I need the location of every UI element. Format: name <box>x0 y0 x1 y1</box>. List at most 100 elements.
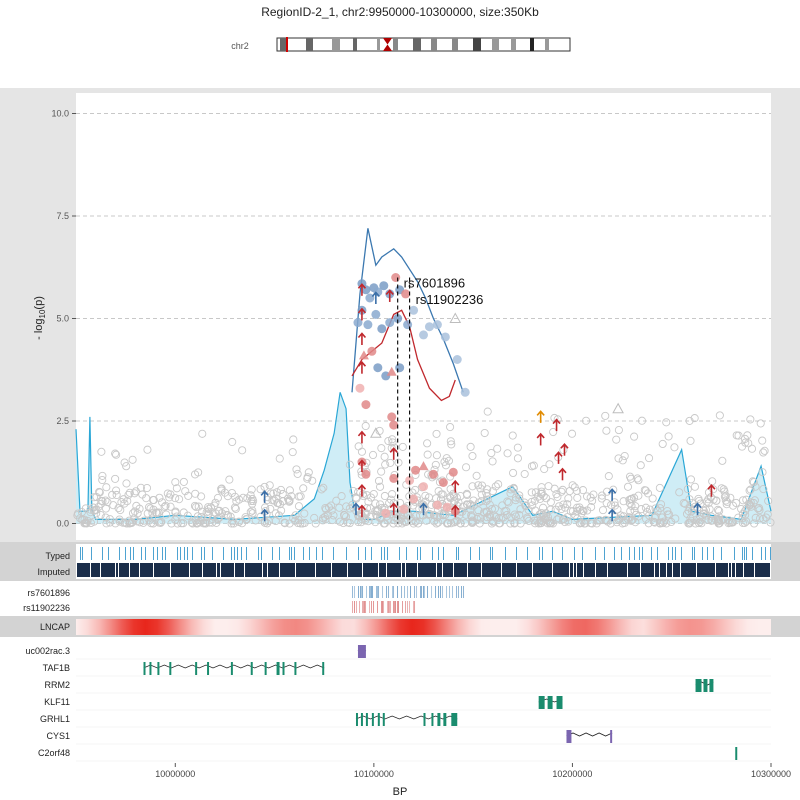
snp-point-background <box>495 519 504 528</box>
snp-point-background <box>192 502 201 512</box>
snp-arrow-head <box>558 467 567 474</box>
snp-point-background <box>376 482 385 491</box>
imputed-gap <box>715 563 716 577</box>
snp-point-background <box>610 498 619 507</box>
imputed-gap <box>436 563 437 577</box>
snp-point-background <box>86 518 95 528</box>
snp-point-background <box>116 505 125 515</box>
snp-ld-bar <box>435 586 437 598</box>
snp-point-background <box>564 517 573 526</box>
ideogram-band <box>306 38 313 51</box>
snp-point-background <box>537 519 546 528</box>
snp-ld-bar <box>420 586 422 598</box>
snp-arrow <box>608 508 617 522</box>
snp-point-background <box>494 480 503 489</box>
imputed-gap <box>139 563 140 577</box>
snp-point-background <box>327 501 336 510</box>
snp-point-background <box>248 506 257 515</box>
snp-arrow <box>552 418 561 432</box>
snp-point-ld <box>371 309 381 319</box>
y-axis-label-main: - log <box>33 318 45 339</box>
snp-point-background <box>683 485 692 494</box>
snp-point-ld <box>355 383 365 393</box>
snp-point-background <box>303 473 312 482</box>
snp-point-background <box>503 449 512 458</box>
snp-point-background <box>205 518 214 527</box>
snp-point-background <box>442 454 451 463</box>
snp-point-background <box>732 498 741 508</box>
gene-exon <box>423 713 426 726</box>
snp-point-background <box>354 442 363 451</box>
gene-exon <box>149 662 152 675</box>
snp-point-background <box>610 501 620 510</box>
snp-point-background <box>572 486 581 495</box>
snp-point-background <box>148 509 157 518</box>
snp-point-background <box>458 502 468 511</box>
snp-point-background <box>351 493 361 502</box>
snp-point-background <box>701 511 710 520</box>
snp-point-background <box>388 438 397 447</box>
snp-arrow-head <box>608 488 617 494</box>
snp-point-background <box>523 514 532 523</box>
plot-area <box>76 93 771 540</box>
snp-ld-bar <box>446 586 448 598</box>
snp-point-background <box>381 460 390 469</box>
snp-ld-bar <box>364 601 366 613</box>
snp-point-background <box>618 456 627 465</box>
snp-point-background <box>708 516 717 525</box>
imputed-gap <box>189 563 190 577</box>
snp-ld-bar <box>356 601 358 613</box>
snp-point-background <box>633 474 642 483</box>
imputed-gap <box>696 563 697 577</box>
snp-point-background <box>179 477 188 486</box>
snp-annotation-label: rs7601896 <box>404 276 465 291</box>
snp-point-background <box>483 513 492 522</box>
imputed-gap <box>731 563 732 577</box>
lncap-heatmap <box>76 619 771 635</box>
snp-point-background <box>165 493 174 502</box>
snp-ld-bar <box>366 586 368 598</box>
snp-point-background <box>500 507 509 516</box>
snp-point-background <box>291 516 300 525</box>
snp-point-background <box>699 509 708 518</box>
ideogram-band <box>530 38 534 51</box>
imputed-snp-block <box>77 563 770 577</box>
snp-point-background <box>441 511 450 520</box>
snp-point-background <box>690 482 699 491</box>
snp-point-ld <box>381 508 391 518</box>
snp-ld-bar <box>373 601 375 613</box>
snp-point-background <box>144 503 154 512</box>
typed-snp-bar <box>108 547 109 560</box>
imputed-gap <box>627 563 628 577</box>
snp-arrow <box>536 432 545 446</box>
snp-point-background <box>317 485 326 494</box>
snp-point-background <box>474 512 483 521</box>
snp-point-background <box>527 488 536 497</box>
snp-point-background <box>474 506 483 515</box>
snp-ld-bar <box>371 601 373 613</box>
snp-point-background <box>483 407 492 416</box>
snp-arrow <box>389 502 398 516</box>
snp-point-background <box>510 518 519 527</box>
snp-arrow-head <box>536 410 545 416</box>
snp-arrow <box>357 332 367 345</box>
snp-point-background <box>411 485 420 494</box>
snp-point-ld <box>438 478 448 487</box>
snp-point-background <box>650 518 659 527</box>
snp-point-background <box>124 490 133 499</box>
imputed-gap <box>315 563 316 577</box>
snp-point-background <box>759 485 768 494</box>
snp-point-background <box>520 469 529 479</box>
snp-point-background <box>136 483 145 492</box>
snp-point-ld <box>448 467 458 477</box>
snp-point-background <box>671 514 680 523</box>
ideogram-band <box>545 38 549 51</box>
snp-arrow <box>558 467 567 481</box>
snp-ld-bar <box>442 586 444 598</box>
snp-point-background <box>485 510 494 519</box>
snp-arrow-head <box>357 459 367 466</box>
snp-triangle-background <box>449 312 462 323</box>
snp-point-background <box>466 442 475 451</box>
gene-exon <box>282 662 285 675</box>
